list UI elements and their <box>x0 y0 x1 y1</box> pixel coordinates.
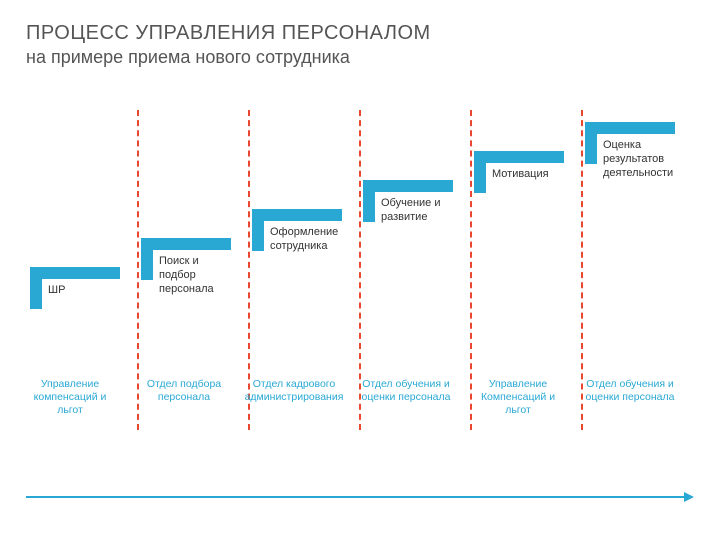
step-bar-vertical <box>30 267 42 309</box>
department-label: Управление Компенсаций и льгот <box>468 378 568 417</box>
department-label: Отдел обучения и оценки персонала <box>580 378 680 404</box>
arrow-head-icon <box>684 492 694 502</box>
step-bar-horizontal <box>585 122 675 134</box>
step-label: ШР <box>48 284 118 298</box>
step-label: Мотивация <box>492 168 572 182</box>
title-block: ПРОЦЕСС УПРАВЛЕНИЯ ПЕРСОНАЛОМ на примере… <box>26 22 431 68</box>
subtitle: на примере приема нового сотрудника <box>26 47 431 68</box>
step-bar-horizontal <box>252 209 342 221</box>
step-bar-vertical <box>474 151 486 193</box>
step-bar-horizontal <box>474 151 564 163</box>
step-label: Оценка результатов деятельности <box>603 139 693 180</box>
step-label: Обучение и развитие <box>381 197 461 225</box>
department-label: Отдел кадрового администрирования <box>244 378 344 404</box>
staircase-diagram: ШР Поиск и подбор персонала Оформление сот… <box>26 110 694 440</box>
department-label: Отдел подбора персонала <box>134 378 234 404</box>
step-label: Оформление сотрудника <box>270 226 352 254</box>
step-bar-horizontal <box>363 180 453 192</box>
department-label: Отдел обучения и оценки персонала <box>356 378 456 404</box>
department-label: Управление компенсаций и льгот <box>20 378 120 417</box>
arrow-line <box>26 496 684 498</box>
step-bar-vertical <box>585 122 597 164</box>
step-bar-vertical <box>141 238 153 280</box>
step-label: Поиск и подбор персонала <box>159 255 237 296</box>
timeline-arrow <box>26 492 694 502</box>
step-bar-horizontal <box>30 267 120 279</box>
step-bar-vertical <box>252 209 264 251</box>
step-bar-vertical <box>363 180 375 222</box>
main-title: ПРОЦЕСС УПРАВЛЕНИЯ ПЕРСОНАЛОМ <box>26 22 431 45</box>
step-bar-horizontal <box>141 238 231 250</box>
